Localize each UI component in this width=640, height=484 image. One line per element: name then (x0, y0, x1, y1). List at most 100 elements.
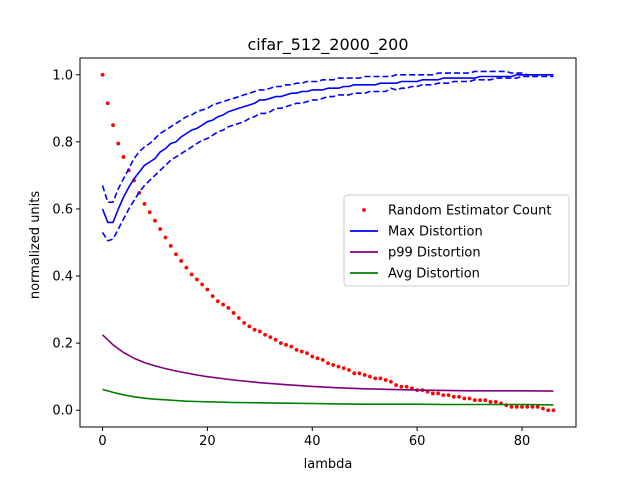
data-point (200, 282, 205, 287)
data-point (273, 337, 278, 342)
data-point (278, 341, 283, 346)
plot-area (100, 70, 556, 413)
legend-label: p99 Distortion (388, 246, 481, 261)
data-point (399, 384, 404, 389)
data-point (147, 210, 152, 215)
data-point (310, 354, 315, 359)
data-point (535, 404, 540, 409)
data-point (215, 299, 220, 304)
x-tick-label: 20 (199, 434, 216, 449)
data-point (430, 391, 435, 396)
data-point (142, 202, 147, 206)
data-point (472, 398, 477, 403)
data-point (247, 324, 252, 329)
x-tick-label: 40 (304, 434, 321, 449)
data-point (153, 218, 157, 223)
data-point (373, 376, 378, 381)
data-point (520, 404, 524, 409)
legend-box (343, 194, 570, 287)
x-tick-label: 0 (98, 434, 106, 449)
data-point (320, 358, 325, 362)
data-point (179, 259, 184, 263)
data-point (551, 408, 556, 413)
data-point (336, 364, 341, 369)
chart-title: cifar_512_2000_200 (247, 35, 408, 55)
data-point (263, 332, 267, 337)
data-point (389, 379, 393, 384)
data-point (315, 356, 320, 361)
data-point (226, 306, 231, 310)
legend-label: Max Distortion (388, 225, 483, 240)
data-point (347, 368, 351, 372)
y-tick-label: 1.0 (52, 68, 73, 83)
data-point (174, 252, 178, 257)
data-point (163, 235, 168, 240)
data-point (231, 311, 236, 315)
data-point (326, 361, 330, 366)
y-tick-label: 0.0 (52, 404, 73, 419)
data-point (467, 396, 472, 401)
data-point (457, 394, 461, 399)
data-point (357, 371, 362, 376)
data-point (378, 376, 383, 381)
data-point (341, 366, 346, 371)
y-tick-label: 0.4 (52, 270, 73, 285)
data-point (168, 243, 173, 248)
data-point (462, 396, 467, 401)
data-point (294, 347, 299, 352)
data-point (383, 378, 388, 382)
max-distortion-upper-line (101, 70, 554, 203)
data-point (268, 335, 273, 339)
p99-distortion-line (101, 334, 554, 392)
legend: Random Estimator Count Max Distortion p99 … (343, 194, 570, 287)
data-point (362, 373, 367, 377)
data-point (205, 287, 210, 292)
data-point (451, 394, 456, 399)
data-point (184, 265, 189, 270)
data-point (111, 123, 115, 127)
data-point (331, 363, 336, 367)
data-point (493, 399, 498, 404)
data-point (546, 408, 551, 413)
data-point (289, 344, 294, 349)
legend-marker (362, 208, 366, 212)
data-point (100, 72, 105, 77)
avg-distortion-line (102, 388, 554, 406)
data-point (236, 316, 241, 320)
axes-frame (79, 57, 577, 428)
x-tick-label: 80 (514, 434, 531, 449)
data-point (210, 294, 215, 299)
data-point (221, 302, 226, 307)
data-point (116, 141, 121, 146)
data-point (514, 404, 519, 409)
data-point (121, 155, 126, 159)
max-distortion-lower-line (101, 75, 554, 242)
y-tick-label: 0.6 (52, 202, 73, 217)
data-point (436, 391, 441, 396)
data-point (195, 277, 199, 282)
data-point (242, 321, 247, 325)
data-point (446, 393, 451, 398)
data-point (158, 227, 163, 231)
data-point (541, 406, 545, 411)
y-tick-label: 0.8 (52, 135, 73, 150)
data-point (394, 383, 399, 387)
data-point (478, 398, 482, 403)
data-point (368, 374, 372, 379)
data-point (299, 349, 304, 354)
data-point (105, 101, 110, 106)
axis-ticks: 0 20 40 60 80 0.0 0.2 0.4 0.6 0.8 1.0 (52, 68, 530, 449)
legend-label: Random Estimator Count (388, 204, 551, 219)
x-axis-label: lambda (304, 457, 353, 472)
data-point (189, 272, 194, 277)
data-point (404, 384, 409, 389)
y-tick-label: 0.2 (52, 337, 73, 352)
data-point (284, 342, 288, 347)
data-point (352, 371, 357, 376)
data-point (257, 329, 262, 334)
data-point (530, 404, 535, 409)
data-point (252, 327, 257, 332)
data-point (305, 351, 309, 356)
